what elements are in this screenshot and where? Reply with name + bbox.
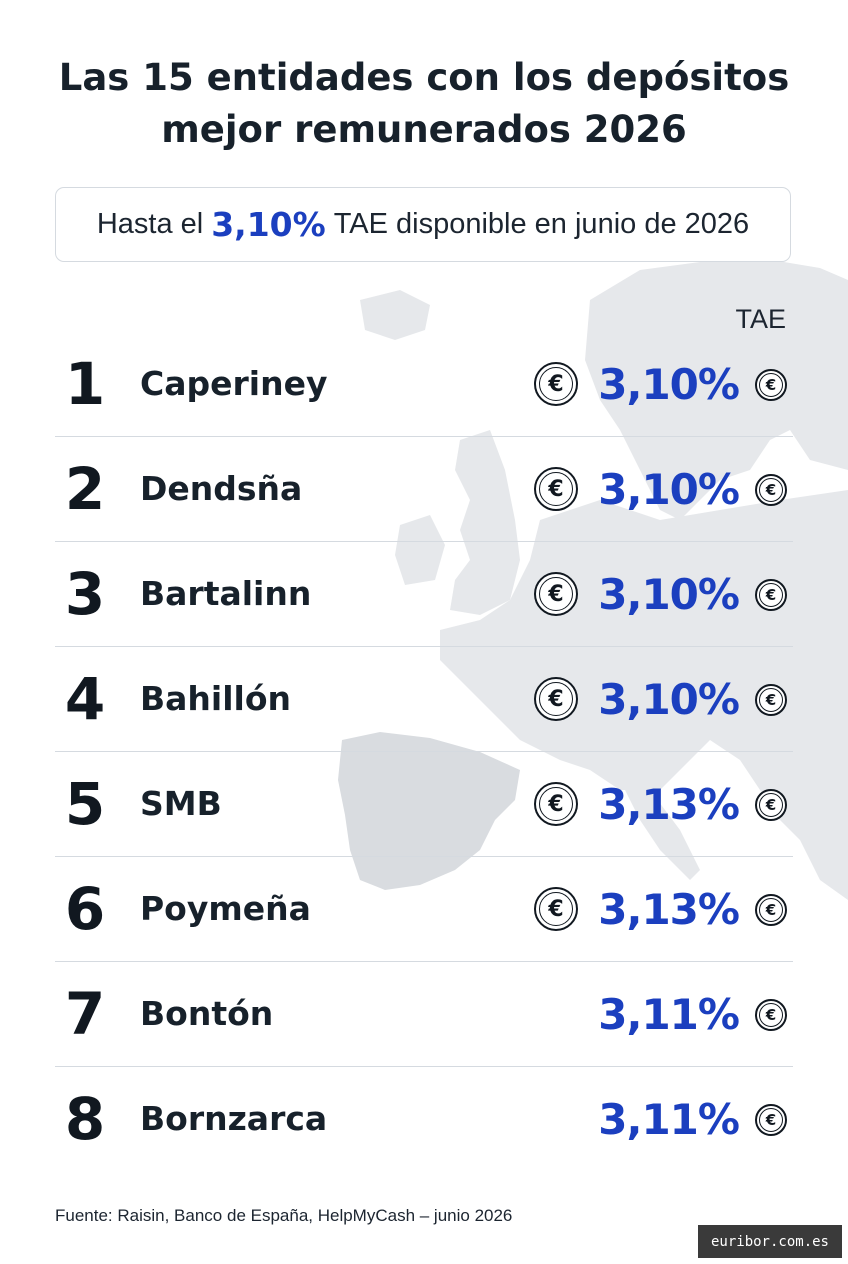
rank-number: 7 xyxy=(64,980,106,1048)
rank-number: 5 xyxy=(64,770,106,838)
euro-symbol: € xyxy=(548,896,564,922)
source-note: Fuente: Raisin, Banco de España, HelpMyC… xyxy=(55,1206,513,1225)
euro-symbol: € xyxy=(765,481,777,499)
euro-symbol: € xyxy=(765,901,777,919)
subtitle-box: Hasta el 3,10% TAE disponible en junio d… xyxy=(55,187,791,262)
euro-symbol: € xyxy=(548,476,564,502)
ranking-row: 3 Bartalinn €3,10% € xyxy=(55,542,793,647)
subtitle-highlight-rate: 3,10% xyxy=(211,205,326,244)
page-title: Las 15 entidades con los depósitos mejor… xyxy=(0,52,848,156)
watermark: euribor.com.es xyxy=(698,1225,842,1258)
euro-symbol: € xyxy=(548,371,564,397)
euro-symbol: € xyxy=(765,586,777,604)
euro-symbol: € xyxy=(548,791,564,817)
tae-rate: 3,10% xyxy=(598,360,740,409)
ranking-row: 8 Bornzarca 3,11% € xyxy=(55,1067,793,1172)
rank-number: 3 xyxy=(64,560,106,628)
rank-number: 8 xyxy=(64,1085,106,1153)
tae-rate: 3,13% xyxy=(598,780,740,829)
entity-name: SMB xyxy=(140,784,222,823)
rank-number: 6 xyxy=(64,875,106,943)
ranking-row: 6 Poymeña €3,13% € xyxy=(55,857,793,962)
euro-coin-icon: € xyxy=(534,572,578,616)
euro-small-icon: € xyxy=(755,579,787,611)
euro-coin-icon: € xyxy=(534,467,578,511)
entity-name: Bahillón xyxy=(140,679,292,718)
euro-symbol: € xyxy=(765,796,777,814)
euro-small-icon: € xyxy=(755,999,787,1031)
euro-symbol: € xyxy=(765,691,777,709)
map-british-isles xyxy=(395,430,520,615)
euro-small-icon: € xyxy=(755,789,787,821)
subtitle-suffix: TAE disponible en junio de 2026 xyxy=(333,208,750,240)
rank-number: 2 xyxy=(64,455,106,523)
tae-rate: 3,11% xyxy=(598,1095,740,1144)
euro-small-icon: € xyxy=(755,1104,787,1136)
euro-coin-icon: € xyxy=(534,677,578,721)
euro-small-icon: € xyxy=(755,474,787,506)
euro-symbol: € xyxy=(548,581,564,607)
tae-rate: 3,11% xyxy=(598,990,740,1039)
euro-coin-icon: € xyxy=(534,782,578,826)
entity-name: Caperiney xyxy=(140,364,328,403)
entity-name: Bontón xyxy=(140,994,274,1033)
ranking-row: 4 Bahillón €3,10% € xyxy=(55,647,793,752)
rank-number: 4 xyxy=(64,665,106,733)
title-line-1: Las 15 entidades con los depósitos xyxy=(58,56,790,99)
entity-name: Bornzarca xyxy=(140,1099,328,1138)
euro-symbol: € xyxy=(765,1006,777,1024)
entity-name: Dendsña xyxy=(140,469,303,508)
euro-symbol: € xyxy=(548,686,564,712)
euro-coin-icon: € xyxy=(534,887,578,931)
tae-rate: 3,10% xyxy=(598,570,740,619)
euro-small-icon: € xyxy=(755,894,787,926)
entity-name: Poymeña xyxy=(140,889,311,928)
tae-rate: 3,10% xyxy=(598,675,740,724)
tae-rate: 3,13% xyxy=(598,885,740,934)
euro-small-icon: € xyxy=(755,684,787,716)
euro-symbol: € xyxy=(765,376,777,394)
ranking-row: 2 Dendsña €3,10% € xyxy=(55,437,793,542)
tae-rate: 3,10% xyxy=(598,465,740,514)
ranking-list: 1 Caperiney €3,10% €2 Dendsña €3,10% €3 Bartali… xyxy=(55,332,793,1172)
title-line-2: mejor remunerados 2026 xyxy=(161,108,687,151)
euro-symbol: € xyxy=(765,1111,777,1129)
subtitle-prefix: Hasta el xyxy=(96,208,204,240)
ranking-row: 1 Caperiney €3,10% € xyxy=(55,332,793,437)
map-scandinavia xyxy=(360,258,848,520)
entity-name: Bartalinn xyxy=(140,574,312,613)
euro-small-icon: € xyxy=(755,369,787,401)
euro-coin-icon: € xyxy=(534,362,578,406)
ranking-row: 5 SMB €3,13% € xyxy=(55,752,793,857)
map-iberia xyxy=(338,732,520,890)
ranking-row: 7 Bontón 3,11% € xyxy=(55,962,793,1067)
rank-number: 1 xyxy=(64,350,106,418)
tae-column-header: TAE xyxy=(735,304,786,334)
